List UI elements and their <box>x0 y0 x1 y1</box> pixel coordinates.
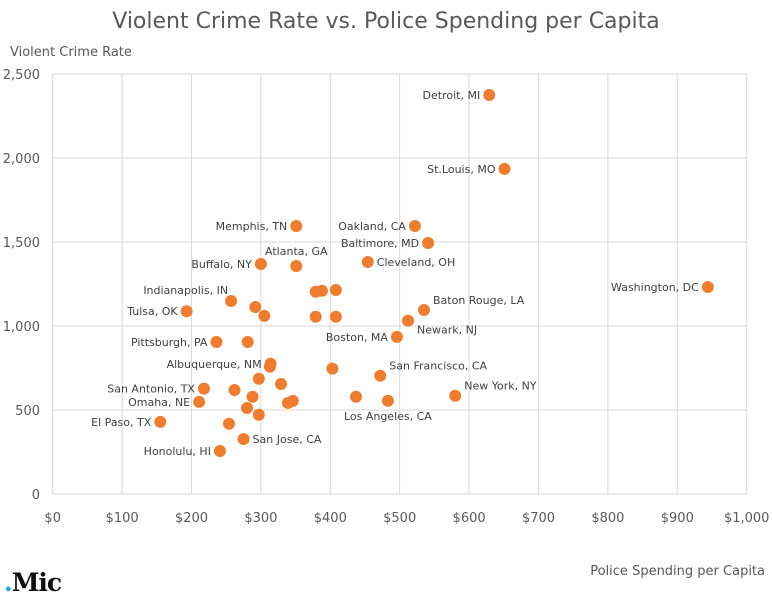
data-point[interactable] <box>154 415 167 428</box>
data-point[interactable] <box>222 417 235 430</box>
data-label: Baltimore, MD <box>341 237 419 250</box>
data-point[interactable] <box>381 394 394 407</box>
data-point[interactable] <box>290 260 303 273</box>
data-point[interactable] <box>263 360 276 373</box>
x-tick-label: $100 <box>106 511 139 526</box>
data-point[interactable] <box>193 395 206 408</box>
data-label: San Antonio, TX <box>107 383 195 396</box>
data-point[interactable] <box>237 433 250 446</box>
y-tick-label: 2,000 <box>3 152 40 167</box>
x-tick-label: $1,000 <box>724 511 770 526</box>
data-label: Detroit, MI <box>423 89 481 102</box>
data-label: Pittsburgh, PA <box>131 336 208 349</box>
data-label: Cleveland, OH <box>377 256 455 269</box>
data-point[interactable] <box>483 89 496 101</box>
data-label: St.Louis, MO <box>427 163 496 176</box>
x-tick-label: $500 <box>383 511 416 526</box>
data-label: Tulsa, OK <box>126 305 178 318</box>
data-point[interactable] <box>309 310 322 323</box>
y-axis-label: Violent Crime Rate <box>10 45 132 60</box>
data-label: Buffalo, NY <box>191 258 252 271</box>
data-label: Oakland, CA <box>338 220 406 233</box>
data-label: Washington, DC <box>611 281 699 294</box>
x-tick-label: $300 <box>244 511 277 526</box>
data-label: El Paso, TX <box>91 416 152 429</box>
data-point[interactable] <box>252 408 265 421</box>
data-label: New York, NY <box>464 380 537 393</box>
y-tick-label: 1,000 <box>3 320 40 335</box>
data-point[interactable] <box>315 284 328 297</box>
data-point[interactable] <box>275 377 288 390</box>
data-point[interactable] <box>258 309 271 322</box>
data-point[interactable] <box>701 281 714 294</box>
data-point[interactable] <box>417 304 430 317</box>
data-point[interactable] <box>225 294 238 307</box>
data-point[interactable] <box>290 220 303 233</box>
data-point[interactable] <box>361 255 374 268</box>
data-point[interactable] <box>210 335 223 348</box>
y-tick-label: 0 <box>32 488 40 503</box>
data-point[interactable] <box>449 389 462 402</box>
y-tick-label: 500 <box>15 404 40 419</box>
data-label: San Jose, CA <box>253 433 322 446</box>
data-point[interactable] <box>402 314 415 327</box>
mic-logo: .Mic <box>4 568 62 597</box>
data-label: Atlanta, GA <box>265 245 328 258</box>
x-tick-label: $800 <box>591 511 624 526</box>
data-point[interactable] <box>252 372 265 385</box>
data-label: Baton Rouge, LA <box>433 294 525 307</box>
data-label: Memphis, TN <box>216 220 288 233</box>
data-point[interactable] <box>349 390 362 403</box>
data-point[interactable] <box>246 390 259 403</box>
data-label: Honolulu, HI <box>144 445 211 458</box>
data-point[interactable] <box>197 382 210 395</box>
data-point[interactable] <box>241 335 254 348</box>
data-point[interactable] <box>249 301 262 314</box>
data-label: San Francisco, CA <box>389 360 487 373</box>
data-label: Indianapolis, IN <box>143 284 228 297</box>
data-point[interactable] <box>390 330 403 343</box>
data-label: Newark, NJ <box>417 324 477 337</box>
data-point[interactable] <box>286 394 299 407</box>
x-axis-label: Police Spending per Capita <box>590 564 765 579</box>
data-label: Omaha, NE <box>128 396 190 409</box>
data-label: Los Angeles, CA <box>344 410 432 423</box>
x-tick-label: $0 <box>44 511 61 526</box>
data-point[interactable] <box>498 162 511 175</box>
data-point[interactable] <box>326 362 339 375</box>
data-label: Boston, MA <box>326 331 389 344</box>
data-point[interactable] <box>241 401 254 414</box>
x-tick-label: $400 <box>314 511 347 526</box>
x-tick-label: $900 <box>661 511 694 526</box>
data-point[interactable] <box>228 384 241 397</box>
data-point[interactable] <box>180 305 193 318</box>
y-tick-label: 1,500 <box>3 236 40 251</box>
data-point[interactable] <box>213 444 226 457</box>
chart-title: Violent Crime Rate vs. Police Spending p… <box>112 9 659 34</box>
y-tick-label: 2,500 <box>3 68 40 83</box>
data-point[interactable] <box>408 220 421 233</box>
data-point[interactable] <box>329 310 342 323</box>
data-point[interactable] <box>329 284 342 297</box>
x-tick-label: $200 <box>175 511 208 526</box>
x-tick-label: $600 <box>453 511 486 526</box>
data-point[interactable] <box>422 237 435 250</box>
data-point[interactable] <box>254 258 267 271</box>
x-tick-label: $700 <box>522 511 555 526</box>
data-label: Albuquerque, NM <box>167 358 262 371</box>
data-point[interactable] <box>374 369 387 382</box>
